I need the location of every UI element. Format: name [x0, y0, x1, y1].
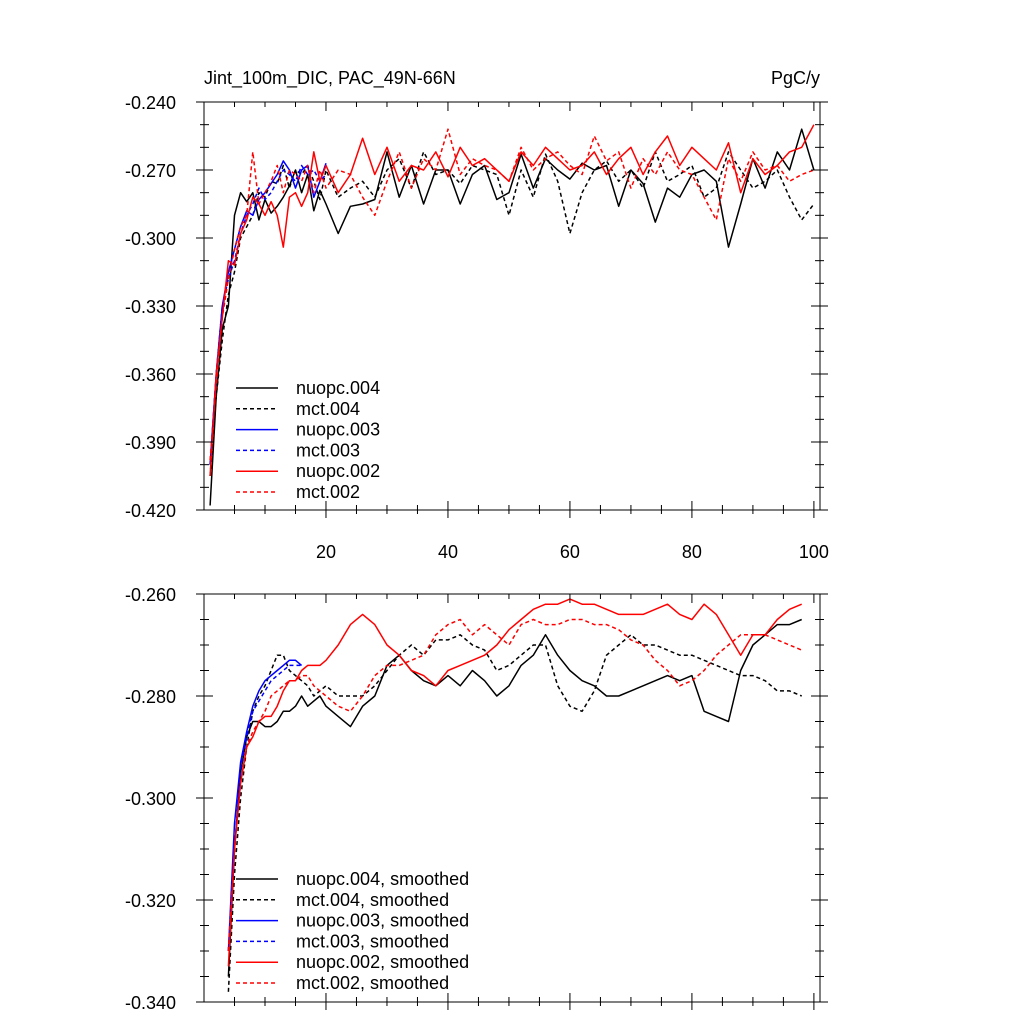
y-tick-label: -0.300 — [125, 789, 176, 809]
top-panel-ticks — [196, 101, 828, 518]
y-tick-label: -0.270 — [125, 161, 176, 181]
y-tick-label: -0.300 — [125, 229, 176, 249]
legend-label-nuopc-004-smoothed: nuopc.004, smoothed — [296, 869, 469, 889]
series-line-nuopc-004-smoothed — [227, 618, 802, 977]
y-tick-label: -0.390 — [125, 433, 176, 453]
y-tick-label: -0.360 — [125, 365, 176, 385]
series-line-nuopc-002 — [209, 124, 815, 477]
top-panel-legend: nuopc.004mct.004nuopc.003mct.003nuopc.00… — [236, 378, 380, 502]
y-tick-label: -0.280 — [125, 687, 176, 707]
series-line-nuopc-003-smoothed — [227, 659, 303, 952]
series-line-mct-002 — [209, 128, 815, 461]
top-panel: Jint_100m_DIC, PAC_49N-66N PgC/y 20 40 60 8… — [125, 68, 829, 562]
legend-label-nuopc-002: nuopc.002 — [296, 461, 380, 481]
legend-label-mct-003-smoothed: mct.003, smoothed — [296, 931, 449, 951]
bottom-panel-lines — [227, 598, 802, 992]
x-tick-label: 80 — [682, 542, 702, 562]
x-tick-label: 60 — [560, 542, 580, 562]
legend-label-nuopc-004: nuopc.004 — [296, 378, 380, 398]
y-tick-label: -0.240 — [125, 93, 176, 113]
series-line-nuopc-004 — [209, 128, 815, 506]
y-tick-label: -0.260 — [125, 585, 176, 605]
chart-title: Jint_100m_DIC, PAC_49N-66N — [204, 68, 456, 89]
x-tick-label: 40 — [438, 542, 458, 562]
legend-label-mct-003: mct.003 — [296, 440, 360, 460]
y-tick-label: -0.420 — [125, 501, 176, 521]
bottom-panel-ticks — [196, 593, 828, 1010]
x-tick-label: 20 — [316, 542, 336, 562]
x-tick-label: 100 — [799, 542, 829, 562]
legend-label-nuopc-003: nuopc.003 — [296, 420, 380, 440]
bottom-panel: -0.260 -0.280 -0.300 -0.320 -0.340 nuopc.004… — [125, 585, 828, 1013]
legend-label-mct-002: mct.002 — [296, 482, 360, 502]
legend-label-nuopc-002-smoothed: nuopc.002, smoothed — [296, 952, 469, 972]
y-tick-label: -0.330 — [125, 297, 176, 317]
legend-label-nuopc-003-smoothed: nuopc.003, smoothed — [296, 911, 469, 931]
top-panel-lines — [209, 124, 815, 506]
legend-label-mct-004: mct.004 — [296, 399, 360, 419]
y-tick-label: -0.320 — [125, 891, 176, 911]
series-line-mct-003-smoothed — [227, 664, 302, 952]
legend-label-mct-004-smoothed: mct.004, smoothed — [296, 890, 449, 910]
series-line-nuopc-002-smoothed — [227, 598, 802, 967]
bottom-panel-tick-labels: -0.260 -0.280 -0.300 -0.320 -0.340 — [125, 585, 176, 1013]
units-label: PgC/y — [771, 68, 820, 88]
series-line-mct-004-smoothed — [227, 634, 802, 992]
legend-label-mct-002-smoothed: mct.002, smoothed — [296, 973, 449, 993]
y-tick-label: -0.340 — [125, 993, 176, 1013]
top-panel-tick-labels: 20 40 60 80 100 -0.240 -0.270 -0.300 -0.330 -0.36… — [125, 93, 829, 562]
